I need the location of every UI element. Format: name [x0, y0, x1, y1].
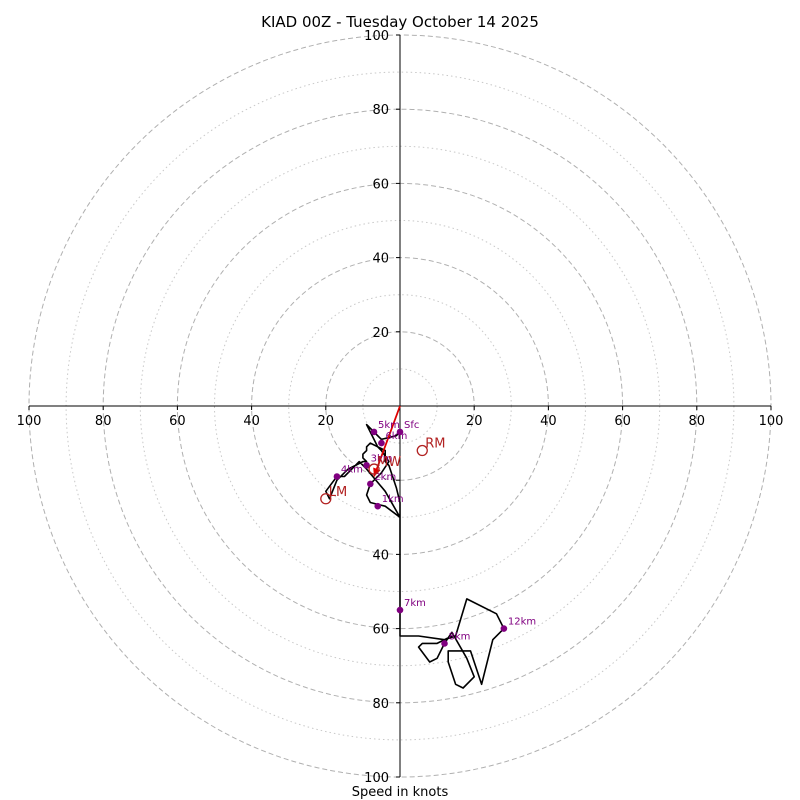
x-axis-label: Speed in knots	[352, 785, 449, 800]
tick-label: 60	[614, 414, 631, 429]
level-marker-sfc	[396, 428, 404, 436]
level-label-5km: 5km	[378, 420, 400, 431]
level-marker-3km	[363, 462, 370, 469]
hodograph-line	[324, 423, 505, 689]
level-marker-5km	[370, 428, 378, 436]
storm-motion-rm-label: RM	[425, 437, 445, 452]
hodograph-trace	[324, 423, 505, 689]
tick-label: 80	[372, 103, 389, 118]
level-label-3km: 3km	[371, 453, 393, 464]
shear-vector-line	[373, 405, 401, 477]
storm-motion-rm-marker	[416, 444, 428, 457]
level-label-8km: 8km	[449, 631, 471, 642]
level-label-6km: 6km	[385, 431, 407, 442]
tick-label: 40	[243, 414, 260, 429]
level-marker-7km	[396, 606, 404, 614]
level-marker-1km	[374, 502, 382, 510]
chart-title: KIAD 00Z - Tuesday October 14 2025	[261, 13, 539, 31]
level-marker-6km	[378, 439, 385, 447]
level-marker-8km	[441, 640, 448, 647]
storm-motion-mw-label: MW	[377, 455, 401, 470]
tick-label: 20	[372, 326, 389, 341]
tick-label: 20	[466, 414, 483, 429]
storm-motion-lm-marker	[320, 493, 332, 505]
level-label-2km: 2km	[374, 472, 396, 483]
storm-motion-markers: RM LM MW	[320, 437, 446, 505]
level-marker-4km	[333, 473, 341, 480]
tick-label: 60	[372, 623, 389, 638]
level-label-sfc: Sfc	[404, 420, 419, 431]
storm-motion-mw-marker	[368, 463, 380, 475]
tick-label: 100	[364, 29, 389, 44]
tick-label: 40	[372, 548, 389, 563]
level-label-1km: 1km	[382, 494, 404, 505]
tick-label: 40	[540, 414, 557, 429]
tick-label: 20	[318, 414, 335, 429]
tick-label: 40	[372, 252, 389, 267]
tick-labels: 100 80 60 40 20 20 40 60 80 100 20 40 60 80 100 40 60 80 1…	[17, 29, 784, 786]
level-label-4km: 4km	[341, 464, 363, 475]
tick-label: 60	[372, 177, 389, 192]
level-marker-12km	[500, 625, 508, 632]
tick-label: 100	[17, 414, 42, 429]
tick-label: 80	[689, 414, 706, 429]
tick-label: 60	[169, 414, 186, 429]
level-marker-2km	[367, 480, 374, 488]
tick-label: 80	[95, 414, 112, 429]
storm-motion-lm-label: LM	[329, 485, 347, 500]
level-label-12km: 12km	[508, 617, 536, 628]
tick-label: 100	[759, 414, 784, 429]
tick-label: 80	[372, 697, 389, 712]
level-label-7km: 7km	[404, 598, 426, 609]
tick-label: 100	[364, 771, 389, 786]
